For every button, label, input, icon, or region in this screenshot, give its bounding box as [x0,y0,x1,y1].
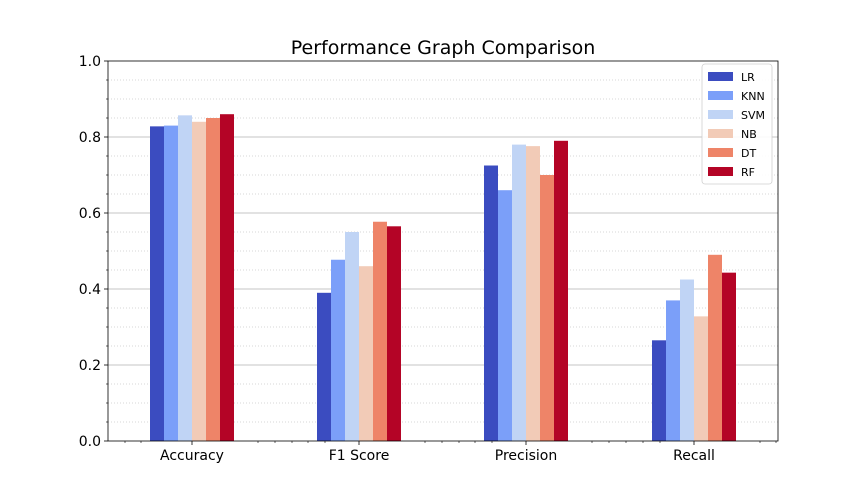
bar-dt-0 [206,118,220,441]
x-tick-label: F1 Score [329,448,390,464]
bar-lr-1 [317,292,331,441]
bar-rf-1 [387,226,401,441]
y-tick-label: 0.8 [79,130,101,146]
legend-swatch-lr [708,72,733,81]
bar-dt-1 [373,221,387,441]
bar-nb-0 [192,121,206,442]
bar-lr-0 [150,126,164,442]
bar-rf-3 [722,272,736,441]
legend-box [701,63,773,185]
bar-knn-1 [331,259,345,441]
legend-label-nb: NB [741,128,757,141]
legend-label-rf: RF [741,166,755,179]
bar-nb-3 [694,316,708,441]
bar-dt-2 [540,175,554,441]
legend-label-lr: LR [741,71,755,84]
legend-swatch-rf [708,167,733,176]
bar-knn-2 [498,190,512,441]
axes-layer: 0.0 0.2 0.4 0.6 0.8 1.0 Accuracy F1 Score Precis… [79,54,779,464]
y-tick-label: 0.2 [79,358,101,374]
bar-rf-2 [554,140,568,442]
legend-swatch-nb [708,129,733,138]
bar-lr-2 [484,165,498,441]
legend-label-svm: SVM [741,109,765,122]
bar-nb-1 [359,266,373,441]
y-tick-label: 1.0 [79,54,101,70]
legend-label-knn: KNN [741,90,765,103]
legend: LR KNN SVM NB DT RF [701,63,773,185]
bar-rf-0 [220,114,234,441]
bar-dt-3 [708,254,722,441]
legend-swatch-dt [708,148,733,157]
bar-svm-0 [178,115,192,441]
chart-title: Performance Graph Comparison [291,37,596,59]
bar-svm-1 [345,232,359,441]
bar-knn-0 [164,125,178,441]
bar-svm-2 [512,144,526,441]
y-tick-label: 0.6 [79,206,101,222]
x-tick-label: Precision [495,448,557,464]
bar-knn-3 [666,300,680,441]
x-tick-label: Recall [673,448,715,464]
bar-svm-3 [680,279,694,441]
x-tick-label: Accuracy [160,448,224,464]
bar-nb-2 [526,146,540,441]
legend-swatch-svm [708,110,733,119]
y-tick-label: 0.4 [79,282,101,298]
legend-swatch-knn [708,91,733,100]
legend-label-dt: DT [741,147,756,160]
y-tick-label: 0.0 [79,434,101,450]
bar-lr-3 [652,340,666,441]
bars-layer [150,114,736,442]
